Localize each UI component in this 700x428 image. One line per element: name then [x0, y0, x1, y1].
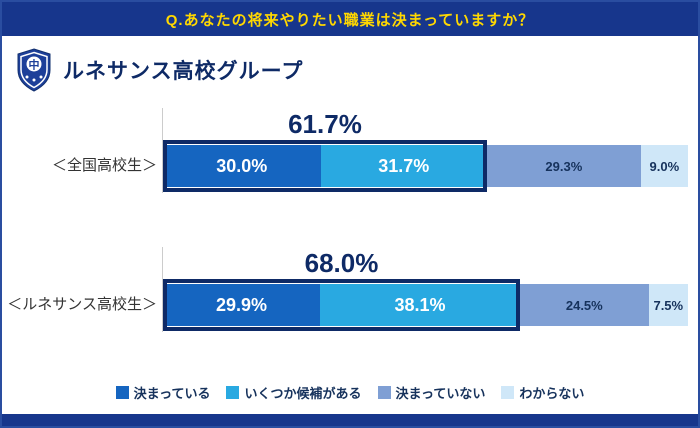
legend-swatch — [115, 386, 129, 399]
bar-segment-unknown: 7.5% — [648, 284, 688, 326]
legend-label: 決まっていない — [395, 386, 486, 401]
legend-label: わからない — [519, 386, 585, 401]
shield-logo-icon: 中 — [17, 48, 51, 92]
bar-segment-unknown: 9.0% — [640, 145, 688, 187]
legend-swatch — [501, 386, 515, 399]
bar-segment-undecided: 24.5% — [519, 284, 649, 326]
highlight-total-national: 61.7% — [288, 109, 362, 139]
chart-row-national: ＜全国高校生＞ 61.7% 30.0% 31.7% 29.3% 9.0% — [2, 108, 698, 193]
chart-row-renaissance: ＜ルネサンス高校生＞ 68.0% 29.9% 38.1% 24.5% 7.5% — [2, 247, 698, 332]
segment-value: 9.0% — [649, 158, 680, 174]
bar-segment-decided: 29.9% — [163, 284, 320, 326]
bar-area-national: 61.7% 30.0% 31.7% 29.3% 9.0% — [162, 108, 688, 193]
stacked-bar-renaissance: 29.9% 38.1% 24.5% 7.5% — [163, 279, 688, 331]
highlight-total-renaissance: 68.0% — [304, 248, 379, 278]
legend-label: いくつか候補がある — [244, 386, 362, 401]
bar-segment-decided: 30.0% — [163, 145, 321, 187]
segment-value: 24.5% — [565, 297, 603, 313]
legend-label: 決まっている — [133, 386, 211, 401]
chart-legend: 決まっている いくつか候補がある 決まっていない わからない — [2, 383, 698, 402]
logo-text: ルネサンス高校グループ — [63, 60, 304, 83]
bar-segment-undecided: 29.3% — [486, 145, 641, 187]
segment-value: 7.5% — [653, 297, 684, 313]
legend-item-decided: 決まっている — [115, 383, 211, 402]
legend-item-unknown: わからない — [501, 383, 584, 402]
legend-swatch — [377, 386, 391, 399]
stacked-bar-national: 30.0% 31.7% 29.3% 9.0% — [163, 140, 688, 192]
question-title-bar: Q.あなたの将来やりたい職業は決まっていますか？ — [2, 2, 698, 36]
stacked-bar-chart: ＜全国高校生＞ 61.7% 30.0% 31.7% 29.3% 9.0% — [2, 108, 698, 332]
segment-value: 29.3% — [545, 158, 583, 174]
footer-band — [2, 414, 698, 426]
bar-segment-candidates: 31.7% — [320, 145, 487, 187]
logo: 中 ルネサンス高校グループ — [14, 46, 698, 94]
segment-value: 30.0% — [216, 155, 268, 176]
category-label-renaissance: ＜ルネサンス高校生＞ — [7, 296, 157, 313]
bar-segment-candidates: 38.1% — [319, 284, 520, 326]
shield-char: 中 — [29, 58, 40, 72]
legend-item-undecided: 決まっていない — [377, 383, 486, 402]
segment-value: 38.1% — [394, 294, 446, 315]
category-label-national: ＜全国高校生＞ — [51, 157, 157, 174]
legend-swatch — [226, 386, 240, 399]
segment-value: 29.9% — [215, 294, 267, 315]
question-title: Q.あなたの将来やりたい職業は決まっていますか？ — [165, 11, 535, 29]
segment-value: 31.7% — [378, 155, 430, 176]
legend-item-candidates: いくつか候補がある — [226, 383, 362, 402]
bar-area-renaissance: 68.0% 29.9% 38.1% 24.5% 7.5% — [162, 247, 688, 332]
